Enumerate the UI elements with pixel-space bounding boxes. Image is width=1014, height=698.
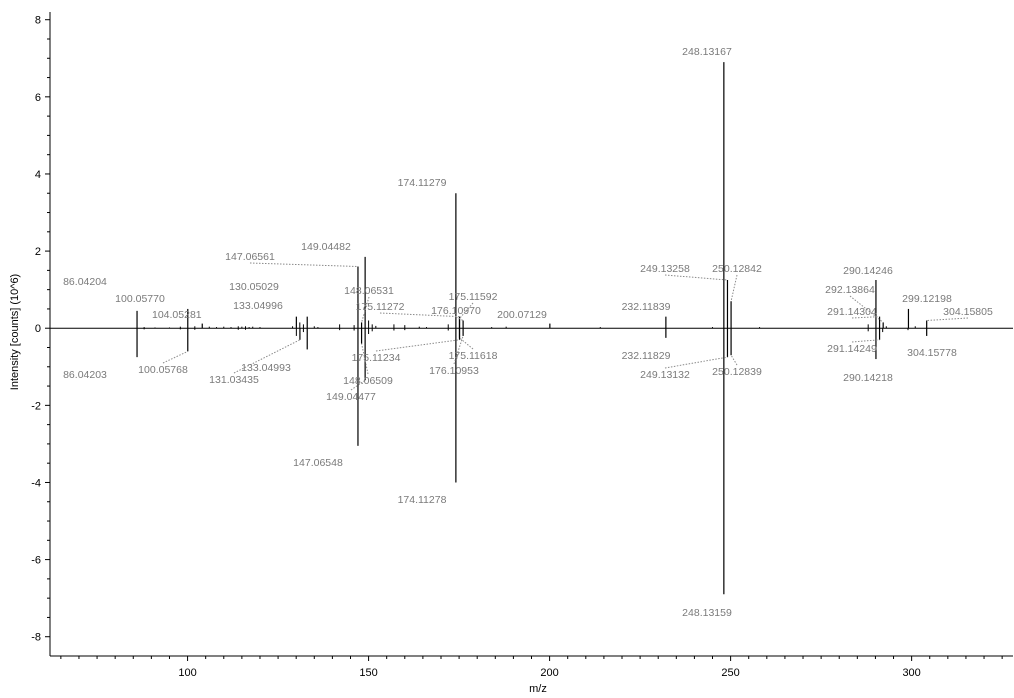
x-tick-label: 100 [178,667,196,679]
y-tick-label: 4 [35,169,41,181]
peak-label-232.11829: 232.11829 [622,350,671,362]
peak-label-175.11272: 175.11272 [356,301,405,313]
x-tick-label: 150 [359,667,377,679]
y-axis-title: Intensity [counts] (10^6) [9,274,21,390]
y-tick-label: -6 [31,555,41,567]
peak-label-174.11279: 174.11279 [398,177,447,189]
leader-250.12842 [730,274,738,302]
y-tick-label: 2 [35,246,41,258]
peak-label-250.12842: 250.12842 [712,263,762,275]
y-tick-label: 8 [35,15,41,27]
peak-label-100.05768: 100.05768 [138,364,188,376]
peak-label-304.15778: 304.15778 [907,347,957,359]
peak-label-148.06509: 148.06509 [343,375,393,387]
peak-label-249.13258: 249.13258 [640,263,690,275]
peak-label-leaders [162,262,969,391]
peak-label-131.03435: 131.03435 [209,374,259,386]
leader-175.11618 [459,337,474,350]
x-tick-label: 300 [902,667,920,679]
peak-label-176.10953: 176.10953 [429,365,479,377]
y-tick-label: 6 [35,92,41,104]
peak-label-86.04204: 86.04204 [63,276,107,288]
peak-label-250.12839: 250.12839 [712,366,762,378]
leader-131.03435 [233,339,301,374]
y-tick-label: 0 [35,323,41,335]
peak-label-248.13159: 248.13159 [682,607,732,619]
peak-label-291.14304: 291.14304 [827,306,877,318]
x-tick-label: 250 [721,667,739,679]
leader-176.10953 [453,335,464,365]
leader-292.13864 [849,295,884,323]
peak-label-290.14246: 290.14246 [843,265,893,277]
leader-100.05768 [162,350,188,364]
x-axis-title: m/z [529,683,547,695]
leader-147.06561 [249,262,358,268]
peak-label-176.10970: 176.10970 [431,305,481,317]
peak-label-147.06561: 147.06561 [225,251,275,263]
peak-label-104.05281: 104.05281 [152,309,202,321]
peak-label-290.14218: 290.14218 [843,372,893,384]
leader-176.10970 [455,316,464,321]
y-tick-label: -2 [31,400,41,412]
peaks [136,62,928,595]
leader-148.06531 [361,296,370,323]
peak-label-130.05029: 130.05029 [229,281,279,293]
peak-label-148.06531: 148.06531 [344,285,394,297]
peak-labels: 86.04204 100.05770 104.05281 130.05029 133.0… [63,46,993,619]
leader-148.06509 [361,343,369,375]
peak-label-291.14249: 291.14249 [827,343,877,355]
leader-249.13258 [664,274,728,281]
peak-label-200.07129: 200.07129 [497,309,547,321]
leader-250.12839 [730,354,738,366]
minor-peaks [143,320,916,336]
x-tick-label: 200 [540,667,558,679]
leader-175.11592 [459,302,474,319]
peak-label-147.06548: 147.06548 [293,457,343,469]
peak-label-249.13132: 249.13132 [640,369,690,381]
peak-label-175.11618: 175.11618 [449,350,498,362]
peak-label-133.04993: 133.04993 [241,362,291,374]
peak-label-248.13167: 248.13167 [682,46,732,58]
peak-label-174.11278: 174.11278 [398,494,447,506]
peak-label-232.11839: 232.11839 [622,301,671,313]
peak-label-175.11234: 175.11234 [352,352,401,364]
peak-label-100.05770: 100.05770 [115,293,165,305]
peak-label-292.13864: 292.13864 [825,284,875,296]
leader-175.11272 [379,312,460,318]
peak-label-304.15805: 304.15805 [943,306,993,318]
peak-label-175.11592: 175.11592 [449,291,498,303]
peak-label-299.12198: 299.12198 [902,293,952,305]
peak-label-133.04996: 133.04996 [233,300,283,312]
peak-label-149.04477: 149.04477 [326,391,376,403]
y-tick-label: -4 [31,477,41,489]
peak-label-86.04203: 86.04203 [63,369,107,381]
leader-175.11234 [375,339,460,352]
peak-label-149.04482: 149.04482 [301,241,351,253]
leader-304.15805 [926,317,969,322]
y-tick-label: -8 [31,632,41,644]
axes: 8 6 4 2 0 -2 -4 -6 -8 100 150 200 250 300 [31,12,1013,679]
